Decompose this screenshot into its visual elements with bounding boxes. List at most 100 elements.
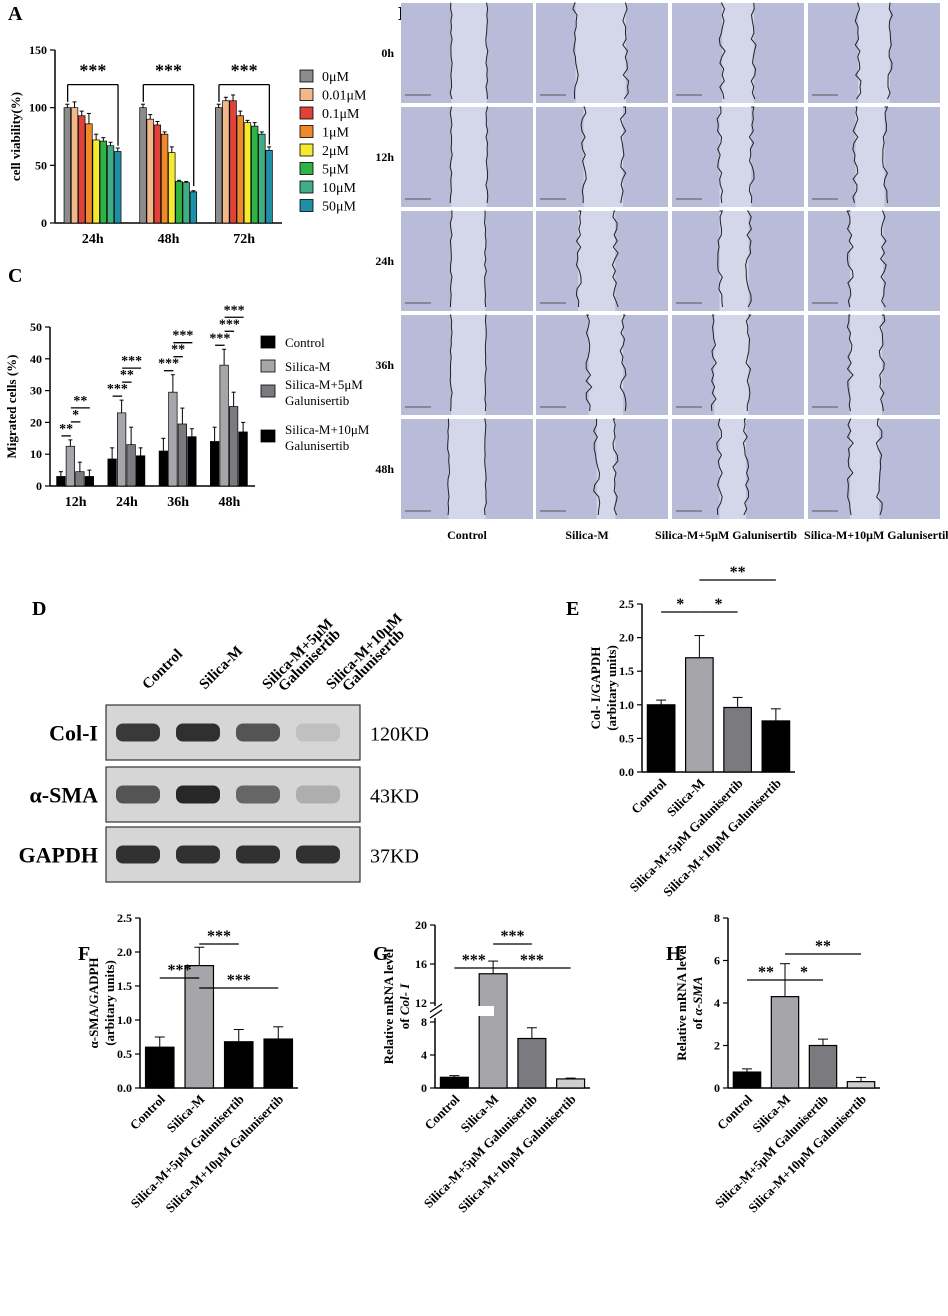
- f-bar: [223, 1041, 254, 1089]
- b-wound-edge: [717, 210, 724, 308]
- c-legend-label: Silica-M+5μM: [285, 377, 363, 392]
- c-bar: [126, 444, 136, 487]
- e-y-tick-label: 0.5: [619, 731, 634, 745]
- b-wound-edge: [875, 418, 883, 516]
- e-y-tick-label: 1.0: [619, 698, 634, 712]
- d-blot-band: [296, 845, 340, 864]
- b-wound-edge: [718, 2, 726, 100]
- b-group-label: Silica-M+5μM Galunisertib: [655, 528, 797, 542]
- c-bar: [75, 471, 85, 487]
- d-size-label: 43KD: [370, 786, 419, 808]
- h-sig-ctrl-silica-label: **: [758, 964, 774, 981]
- a-legend-label: 0μM: [322, 70, 350, 85]
- b-wound-edge: [879, 210, 887, 308]
- b-wound-gap: [578, 211, 616, 311]
- c-x-tick-label: 36h: [167, 495, 189, 510]
- b-wound-gap: [596, 419, 616, 519]
- a-legend-swatch: [299, 180, 314, 194]
- c-sig-silica-gal10-label: ***: [224, 303, 245, 318]
- e-y-tick-label: 1.5: [619, 664, 634, 678]
- b-wound-edge: [585, 314, 593, 412]
- c-sig-silica-gal10-label: ***: [121, 354, 142, 369]
- b-time-label: 0h: [381, 46, 394, 60]
- a-bar: [189, 191, 198, 224]
- a-legend-swatch: [299, 199, 314, 212]
- f-sig-ctrl-silica-label: ***: [168, 962, 192, 979]
- h-y-tick-label: 0: [714, 1081, 720, 1095]
- a-bar: [153, 124, 162, 224]
- b-wound-gap: [575, 3, 626, 103]
- b-wound-edge: [742, 418, 750, 516]
- e-bar: [723, 706, 752, 773]
- d-blot-band: [236, 845, 280, 864]
- e-x-tick-label: Control: [628, 775, 669, 816]
- a-y-axis-label: cell viability(%): [8, 92, 23, 181]
- h-y-tick-label: 4: [714, 996, 720, 1010]
- a-legend-label: 1μM: [322, 126, 350, 141]
- d-blot-band: [116, 723, 160, 742]
- b-wound-edge: [485, 106, 489, 204]
- a-legend-label: 0.01μM: [322, 89, 367, 104]
- e-y-axis-label: Col- I/GAPDH: [588, 647, 603, 730]
- c-sig-silica-gal5-label: ***: [219, 317, 240, 332]
- c-bar: [107, 458, 117, 487]
- b-wound-edge: [449, 314, 453, 412]
- f-x-tick-label: Control: [127, 1091, 168, 1132]
- h-y-tick-label: 6: [714, 954, 720, 968]
- c-sig-ctrl-silica-label: ***: [209, 331, 230, 346]
- d-blot-band: [116, 785, 160, 804]
- b-wound-edge: [846, 314, 854, 412]
- c-y-tick-label: 50: [30, 320, 42, 334]
- d-blot-band: [296, 723, 340, 742]
- c-sig-ctrl-silica-label: **: [59, 422, 73, 437]
- c-bar: [238, 431, 248, 487]
- f-y-axis-label: (arbitary units): [102, 960, 117, 1046]
- b-wound-gap: [451, 107, 487, 207]
- g-sig-silica-gal10-label: ***: [520, 952, 544, 969]
- a-bar: [146, 118, 154, 224]
- b-group-label: Silica-M: [565, 528, 608, 542]
- panel-letter-d: D: [32, 598, 46, 620]
- c-bar: [158, 450, 168, 487]
- f-sig-silica-gal10-label: ***: [227, 972, 251, 989]
- g-bar-break-gap: [458, 1006, 494, 1016]
- c-bar: [117, 412, 127, 487]
- b-wound-gap: [451, 211, 486, 311]
- c-legend-label: Control: [285, 335, 325, 350]
- g-sig-silica-gal5-label: ***: [501, 928, 525, 945]
- f-y-axis-label: α-SMA/GADPH: [86, 957, 101, 1048]
- h-bar: [770, 996, 800, 1089]
- c-bar: [229, 406, 239, 487]
- g-axis-break-gap: [428, 1006, 444, 1018]
- b-wound-edge: [716, 418, 723, 516]
- b-wound-gap: [858, 3, 890, 103]
- c-legend-swatch: [260, 335, 276, 349]
- a-sig-label: ***: [155, 61, 182, 81]
- b-wound-edge: [846, 418, 854, 516]
- e-sig-ctrl-silica-label: *: [676, 596, 684, 613]
- panel-letter-g: G: [373, 943, 389, 965]
- c-x-tick-label: 24h: [116, 495, 138, 510]
- b-wound-edge: [882, 106, 889, 204]
- a-legend-label: 5μM: [322, 163, 350, 178]
- h-bar: [846, 1081, 876, 1089]
- c-y-axis-label: Migrated cells (%): [4, 355, 19, 459]
- c-y-tick-label: 20: [30, 415, 42, 429]
- b-wound-edge: [716, 106, 724, 204]
- panel-letter-c: C: [8, 265, 22, 287]
- c-sig-silica-gal5-label: *: [72, 408, 79, 423]
- c-legend-label: Silica-M: [285, 359, 331, 374]
- b-wound-edge: [449, 210, 453, 308]
- a-bar: [78, 115, 86, 224]
- g-y-axis-label: of Col- I: [397, 983, 412, 1029]
- d-size-label: 120KD: [370, 724, 429, 746]
- a-legend-swatch: [299, 69, 314, 83]
- c-legend-swatch: [260, 429, 276, 443]
- d-blot-band: [176, 785, 220, 804]
- c-sig-silica-gal10-label: **: [73, 394, 87, 409]
- h-y-axis-label: of α-SMA: [690, 976, 705, 1029]
- f-sig-silica-gal5-label: ***: [207, 928, 231, 945]
- e-y-axis-label: (arbitary units): [604, 645, 619, 731]
- c-sig-ctrl-silica-label: ***: [158, 357, 179, 372]
